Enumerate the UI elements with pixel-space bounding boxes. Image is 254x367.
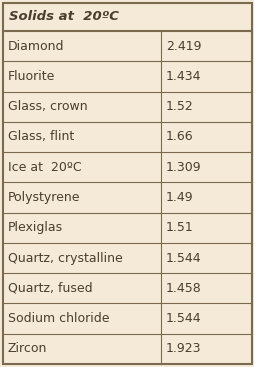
- Text: Sodium chloride: Sodium chloride: [8, 312, 109, 325]
- Text: 2.419: 2.419: [165, 40, 201, 52]
- Text: 1.66: 1.66: [165, 130, 193, 143]
- Text: Glass, flint: Glass, flint: [8, 130, 74, 143]
- Text: 1.923: 1.923: [165, 342, 201, 355]
- Text: Solids at  20ºC: Solids at 20ºC: [9, 11, 119, 23]
- Text: 1.458: 1.458: [165, 282, 201, 295]
- Text: Quartz, crystalline: Quartz, crystalline: [8, 251, 122, 265]
- Text: 1.309: 1.309: [165, 161, 201, 174]
- Text: 1.434: 1.434: [165, 70, 201, 83]
- Text: Quartz, fused: Quartz, fused: [8, 282, 92, 295]
- Text: 1.51: 1.51: [165, 221, 193, 234]
- Text: Plexiglas: Plexiglas: [8, 221, 63, 234]
- Text: Zircon: Zircon: [8, 342, 47, 355]
- Text: 1.49: 1.49: [165, 191, 193, 204]
- Text: Ice at  20ºC: Ice at 20ºC: [8, 161, 81, 174]
- Text: Diamond: Diamond: [8, 40, 64, 52]
- Text: 1.544: 1.544: [165, 251, 201, 265]
- Text: Fluorite: Fluorite: [8, 70, 55, 83]
- Text: 1.544: 1.544: [165, 312, 201, 325]
- Text: Polystyrene: Polystyrene: [8, 191, 80, 204]
- Text: Glass, crown: Glass, crown: [8, 100, 87, 113]
- Text: 1.52: 1.52: [165, 100, 193, 113]
